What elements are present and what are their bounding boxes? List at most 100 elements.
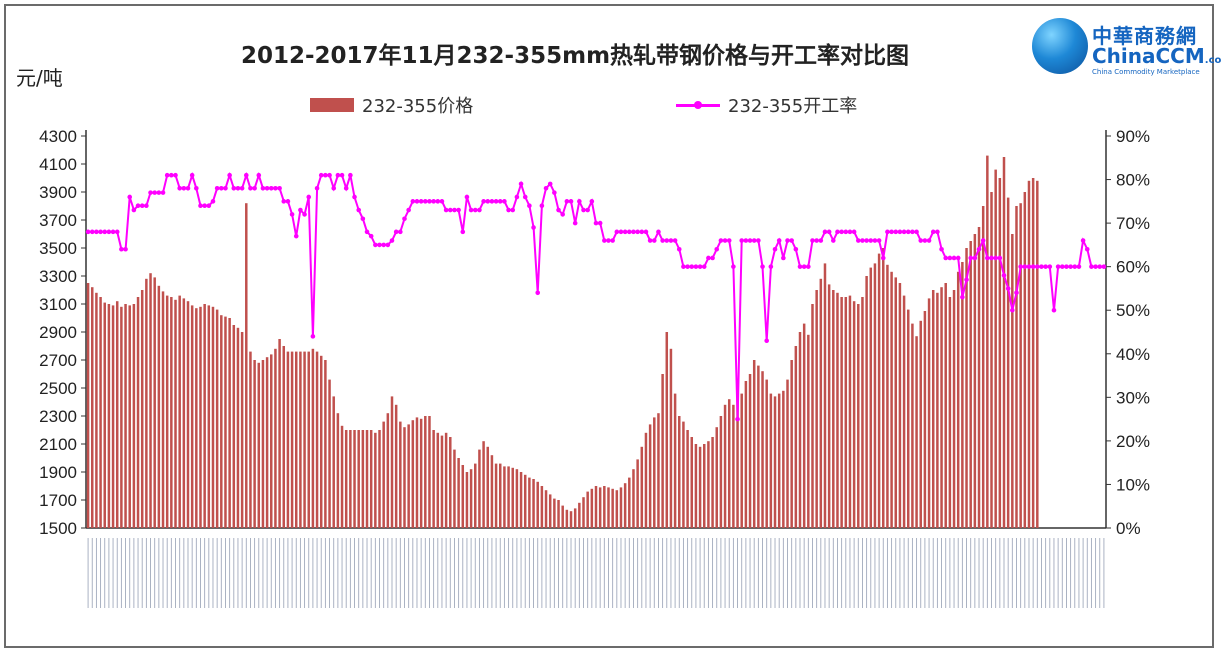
rate-point [993, 255, 998, 261]
rate-point [631, 229, 636, 235]
price-bar [665, 332, 669, 528]
rate-point [556, 207, 561, 213]
rate-point [177, 185, 182, 191]
price-bar [278, 339, 281, 528]
rate-point [393, 229, 399, 235]
price-bar [145, 278, 148, 528]
price-bar [307, 351, 310, 528]
legend-item-rate: 232-355开工率 [676, 92, 857, 118]
rate-point [810, 238, 815, 243]
rate-point [110, 229, 116, 235]
price-bar [682, 421, 685, 528]
rate-point [756, 238, 761, 243]
price-bar [394, 404, 398, 528]
price-bar [540, 486, 544, 528]
y-left-tick-label: 2900 [39, 323, 77, 342]
rate-point [610, 238, 615, 243]
price-bar [232, 325, 236, 528]
rate-point [722, 238, 728, 243]
price-bar [161, 291, 165, 528]
rate-point [781, 255, 786, 261]
rate-point [797, 264, 803, 269]
price-bar [898, 283, 902, 528]
rate-point [231, 185, 237, 191]
price-bar [286, 351, 290, 528]
price-bar [111, 305, 115, 528]
rate-point [747, 238, 753, 243]
rate-point [381, 242, 386, 248]
price-bar [890, 271, 893, 528]
rate-point [560, 212, 565, 217]
rate-point [535, 290, 541, 296]
price-bar [936, 292, 939, 528]
price-bar [211, 306, 215, 528]
rate-point [1101, 264, 1107, 269]
price-bar [948, 297, 952, 528]
rate-point [772, 246, 778, 252]
rate-point [214, 185, 220, 191]
rate-point [564, 199, 570, 204]
rate-point [593, 220, 599, 226]
y-left-tick-label: 4300 [39, 127, 77, 146]
price-bar [644, 432, 648, 528]
rate-point [423, 199, 428, 204]
price-bar [182, 298, 186, 528]
rate-point [464, 194, 470, 200]
rate-point [427, 199, 432, 204]
rate-point [189, 172, 195, 178]
rate-point [868, 238, 874, 243]
price-bar [374, 432, 377, 528]
price-bar [557, 500, 560, 528]
legend-swatch-line [676, 100, 720, 109]
rate-point [98, 229, 103, 235]
price-bar [378, 430, 381, 528]
rate-point [997, 255, 1003, 261]
price-bar [453, 449, 456, 528]
rate-point [156, 190, 162, 195]
y-right-tick-label: 90% [1116, 127, 1150, 146]
price-bar [1027, 180, 1031, 529]
rate-point [831, 238, 836, 243]
rate-point [460, 229, 466, 235]
rate-point [202, 203, 207, 208]
rate-point [285, 199, 291, 204]
rate-point [1068, 264, 1073, 269]
price-bar [969, 241, 972, 528]
rate-point [402, 216, 407, 222]
rate-point [94, 229, 99, 235]
rate-point [681, 264, 686, 269]
rate-point [685, 264, 690, 269]
price-bar [686, 430, 689, 528]
rate-point [776, 238, 782, 243]
rate-point [718, 238, 724, 243]
rate-point [552, 190, 557, 195]
price-bar [1036, 180, 1039, 529]
price-bar [403, 427, 406, 528]
rate-point [1026, 264, 1032, 269]
rate-point [489, 199, 495, 204]
price-bar [640, 446, 644, 528]
legend-label-rate: 232-355开工率 [728, 96, 858, 117]
price-bar [786, 379, 789, 528]
price-bar [407, 424, 410, 528]
price-bar [807, 334, 810, 528]
y-right-tick-label: 70% [1116, 214, 1150, 233]
rate-point [506, 207, 511, 213]
rate-point [547, 181, 553, 187]
rate-point [522, 194, 528, 200]
rate-point [160, 190, 166, 195]
price-bar [336, 413, 340, 528]
price-bar [195, 308, 198, 528]
price-bar [981, 206, 985, 528]
price-bar [548, 494, 552, 528]
price-bar [915, 336, 918, 528]
price-bar [382, 421, 385, 528]
price-bar [190, 305, 194, 528]
rate-point [102, 229, 108, 235]
price-bar [224, 316, 227, 528]
price-bar [328, 379, 331, 528]
rate-point [543, 185, 549, 191]
price-bar [823, 263, 827, 528]
rate-point [518, 181, 524, 187]
rate-point [260, 185, 266, 191]
